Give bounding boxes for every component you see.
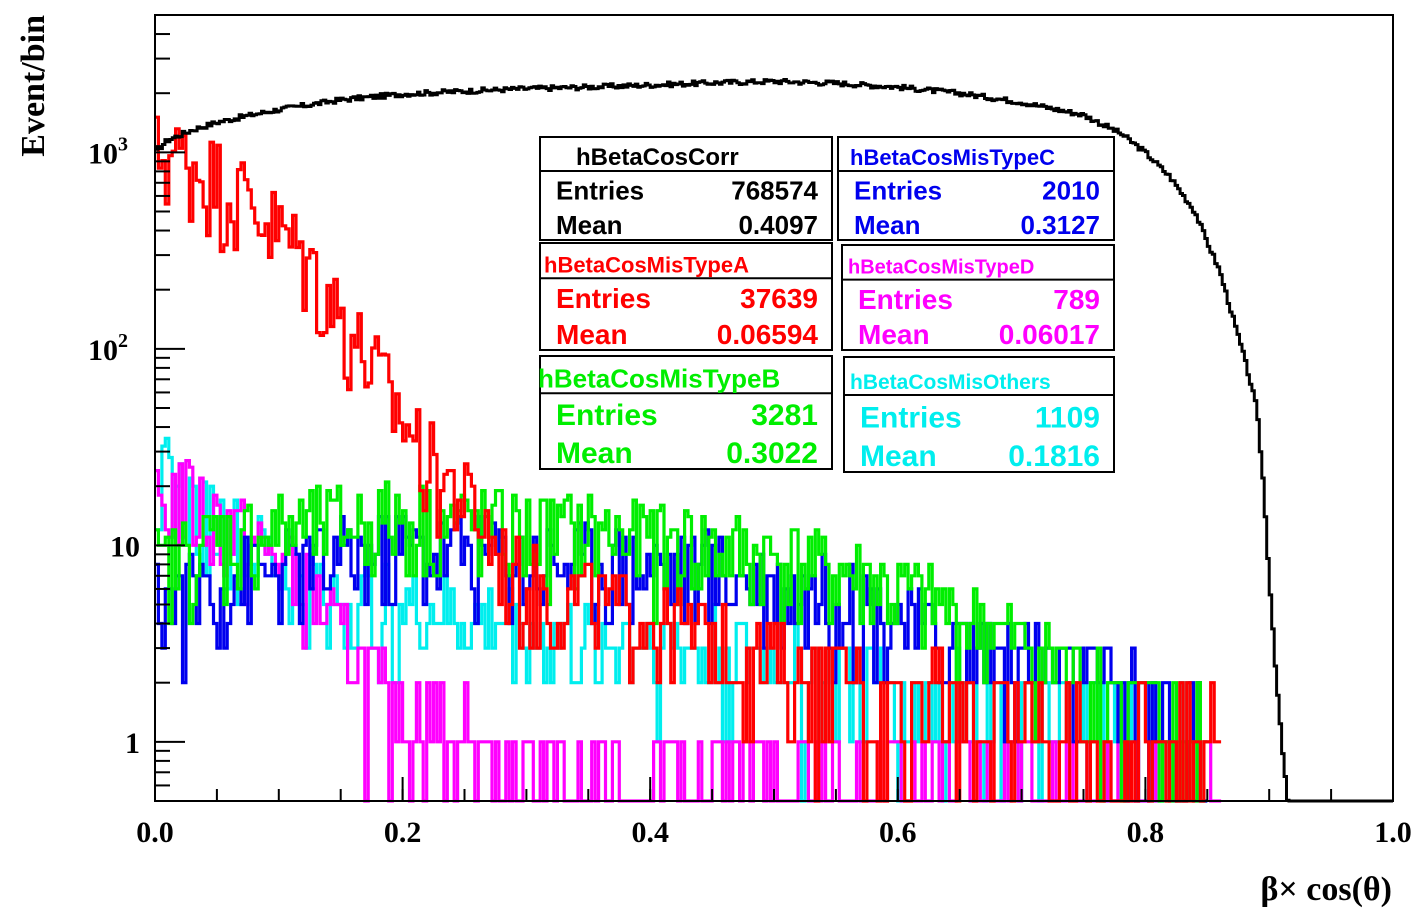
- x-tick-label: 1.0: [1374, 816, 1412, 849]
- axis-layer: 0.0 0.2 0.4 0.6 0.8 1.0 1 10 102 103: [88, 14, 1412, 849]
- stats-box-title: hBetaCosMisTypeC: [850, 145, 1055, 170]
- y-axis-label: Event/bin: [15, 15, 52, 157]
- stats-box-frame: [841, 244, 1115, 351]
- series-line-hBetaCosMisTypeB: [155, 480, 1208, 803]
- x-axis-label: β× cos(θ): [1260, 871, 1392, 908]
- series-line-hBetaCosCorr: [155, 78, 1393, 803]
- stats-value-mean: 0.06017: [999, 319, 1100, 350]
- stats-box-frame: [843, 356, 1115, 473]
- y-tick-label: 1: [125, 727, 140, 760]
- stats-label-mean: Mean: [854, 210, 920, 240]
- stats-value-entries: 37639: [740, 283, 818, 314]
- stats-value-entries: 2010: [1042, 175, 1100, 205]
- x-tick-label: 0.4: [631, 816, 669, 849]
- stats-value-mean: 0.3127: [1020, 210, 1100, 240]
- stats-box-hBetaCosMisTypeA: hBetaCosMisTypeA Entries 37639 Mean 0.06594: [539, 242, 833, 351]
- stats-label-mean: Mean: [858, 319, 930, 350]
- stats-box-hBetaCosMisTypeC: hBetaCosMisTypeC Entries 2010 Mean 0.3127: [837, 136, 1115, 241]
- stats-label-entries: Entries: [860, 401, 962, 434]
- x-tick-label: 0.6: [879, 816, 917, 849]
- y-tick-label: 102: [88, 330, 128, 367]
- stats-label-entries: Entries: [556, 175, 644, 205]
- stats-box-title: hBetaCosMisTypeA: [544, 252, 749, 277]
- x-tick-label: 0.8: [1127, 816, 1165, 849]
- stats-box-hBetaCosCorr: hBetaCosCorr Entries 768574 Mean 0.4097: [539, 136, 833, 241]
- stats-label-mean: Mean: [556, 319, 628, 350]
- stats-value-mean: 0.4097: [738, 210, 818, 240]
- x-tick-label: 0.2: [384, 816, 422, 849]
- stats-value-mean: 0.06594: [717, 319, 819, 350]
- y-tick-label: 103: [88, 133, 128, 170]
- stats-value-entries: 3281: [751, 399, 818, 432]
- stats-box-frame: [539, 136, 833, 241]
- stats-box-title: hBetaCosCorr: [576, 144, 739, 171]
- stats-box-frame: [837, 136, 1115, 241]
- stats-label-mean: Mean: [860, 440, 937, 473]
- stats-value-entries: 768574: [731, 175, 818, 205]
- series-line-hBetaCosMisTypeA: [155, 115, 1222, 803]
- stats-label-entries: Entries: [556, 399, 658, 432]
- stats-box-hBetaCosMisTypeD: hBetaCosMisTypeD Entries 789 Mean 0.06017: [841, 244, 1115, 351]
- stats-label-entries: Entries: [854, 175, 942, 205]
- stats-value-entries: 1109: [1035, 401, 1100, 434]
- stats-box-title: hBetaCosMisOthers: [850, 371, 1051, 394]
- stats-label-entries: Entries: [556, 283, 651, 314]
- stats-box-title: hBetaCosMisTypeB: [538, 363, 780, 393]
- stats-box-frame: [539, 242, 833, 351]
- stats-label-entries: Entries: [858, 284, 953, 315]
- x-tick-label: 0.0: [136, 816, 174, 849]
- stats-value-mean: 0.1816: [1008, 440, 1100, 473]
- stats-label-mean: Mean: [556, 210, 622, 240]
- stats-box-hBetaCosMisTypeB: hBetaCosMisTypeB Entries 3281 Mean 0.3022: [538, 355, 833, 470]
- stats-box-hBetaCosMisOthers: hBetaCosMisOthers Entries 1109 Mean 0.1816: [843, 356, 1115, 473]
- stats-box-title: hBetaCosMisTypeD: [848, 257, 1034, 279]
- stats-label-mean: Mean: [556, 437, 633, 470]
- stats-box-frame: [539, 355, 833, 470]
- y-tick-label: 10: [110, 530, 140, 563]
- stats-value-entries: 789: [1053, 284, 1100, 315]
- stats-value-mean: 0.3022: [726, 437, 818, 470]
